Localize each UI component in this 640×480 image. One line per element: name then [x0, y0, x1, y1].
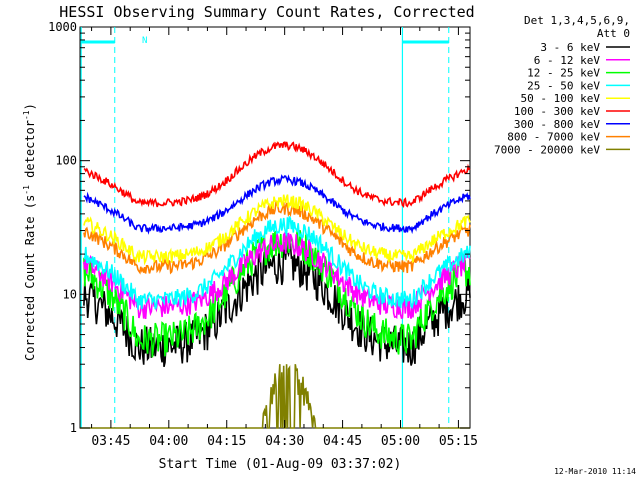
legend-label: 6 - 12 keV	[534, 54, 601, 67]
legend-label: 7000 - 20000 keV	[494, 143, 600, 156]
series-layer	[80, 141, 471, 429]
series-line	[83, 141, 471, 208]
plot-area: 1 10 100 1000 03:45 04:00 04:15 04:30 04:45 05:0…	[48, 20, 478, 449]
legend-header-1: Det 1,3,4,5,6,9,	[524, 14, 630, 27]
y-tick-label: 1000	[48, 20, 77, 34]
series-line	[83, 242, 471, 367]
chart-title: HESSI Observing Summary Count Rates, Cor…	[59, 3, 474, 21]
y-tick-label: 100	[55, 154, 77, 168]
series-line	[83, 194, 471, 266]
x-axis: 03:45 04:00 04:15 04:30 04:45 05:00 05:15	[91, 27, 478, 449]
x-tick-label: 04:15	[207, 434, 246, 449]
x-tick-label: 04:00	[149, 434, 188, 449]
legend-label: 50 - 100 keV	[521, 92, 601, 105]
y-axis-label-sup2: -1	[22, 110, 31, 120]
y-tick-label: 1	[70, 421, 77, 435]
x-tick-label: 03:45	[91, 434, 130, 449]
legend-label: 100 - 300 keV	[514, 105, 600, 118]
legend-label: 300 - 800 keV	[514, 118, 600, 131]
y-axis: 1 10 100 1000	[48, 20, 470, 435]
legend-label: 25 - 50 keV	[527, 79, 600, 92]
saa-flag-label: N	[142, 36, 147, 46]
y-axis-label-sup1: -1	[22, 185, 31, 195]
series-line	[80, 364, 470, 429]
x-tick-label: 04:30	[265, 434, 304, 449]
y-axis-label-end: )	[23, 103, 37, 110]
legend-header-2: Att 0	[597, 27, 630, 40]
y-tick-label: 10	[63, 287, 77, 301]
y-axis-label-main: Corrected Count Rate (s	[23, 195, 37, 361]
legend-label: 3 - 6 keV	[540, 41, 600, 54]
series-line	[83, 216, 471, 310]
y-axis-label: Corrected Count Rate (s-1 detector-1)	[22, 103, 37, 361]
timestamp: 12-Mar-2010 11:14	[554, 467, 636, 476]
y-axis-label-mid: detector	[23, 120, 37, 185]
x-tick-label: 05:15	[439, 434, 478, 449]
x-tick-label: 04:45	[323, 434, 362, 449]
series-line	[83, 174, 471, 235]
x-axis-label: Start Time (01-Aug-09 03:37:02)	[159, 457, 402, 472]
legend-label: 800 - 7000 keV	[507, 131, 600, 144]
saa-layer	[80, 27, 450, 428]
legend-label: 12 - 25 keV	[527, 67, 600, 80]
x-tick-label: 05:00	[381, 434, 420, 449]
